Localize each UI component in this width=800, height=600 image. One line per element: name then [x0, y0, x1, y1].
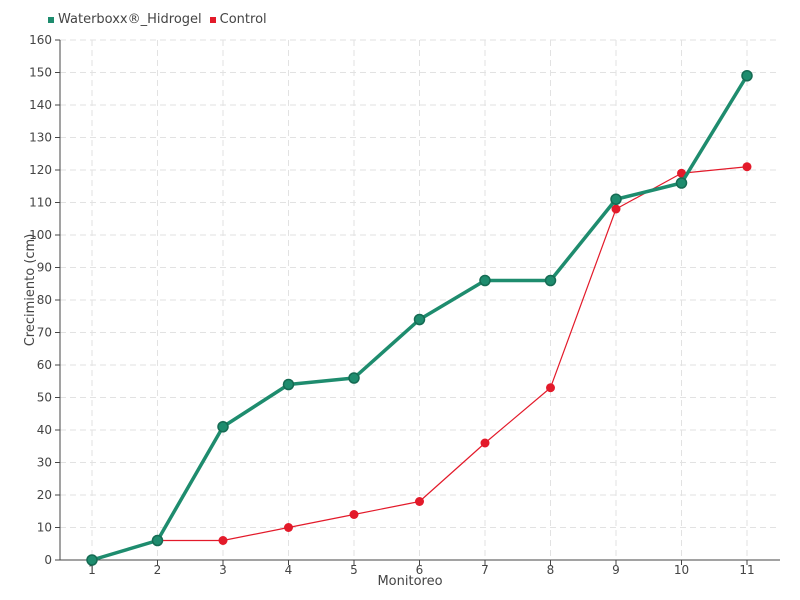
legend-swatch-series-1	[48, 16, 54, 23]
series-2-point-4[interactable]	[284, 523, 293, 532]
series-2-point-5[interactable]	[349, 510, 359, 519]
x-tick-label-0: 1	[88, 563, 96, 577]
y-tick-label-1: 10	[37, 521, 52, 535]
x-tick-label-9: 10	[674, 563, 689, 577]
y-tick-label-12: 120	[29, 163, 52, 177]
x-tick-label-2: 3	[219, 563, 227, 577]
series-2-point-8[interactable]	[546, 383, 555, 393]
chart-legend: Waterboxx®_Hidrogel Control	[48, 12, 267, 27]
y-tick-label-2: 20	[37, 488, 52, 502]
y-tick-label-15: 150	[29, 66, 52, 80]
y-tick-label-4: 40	[37, 423, 52, 437]
legend-label-series-2: Control	[219, 12, 267, 27]
series-2-point-9[interactable]	[611, 204, 621, 214]
y-tick-label-11: 110	[29, 196, 52, 210]
series-1-point-3[interactable]	[217, 421, 229, 433]
legend-label-series-1: Waterboxx®_Hidrogel	[58, 12, 202, 27]
series-2-point-11[interactable]	[742, 162, 752, 172]
series-1-point-11[interactable]	[741, 70, 753, 82]
y-tick-label-13: 130	[29, 131, 52, 145]
series-2-point-6[interactable]	[415, 497, 424, 506]
series-1-point-2[interactable]	[151, 534, 164, 547]
y-tick-label-10: 100	[29, 228, 52, 242]
y-tick-label-5: 50	[37, 391, 52, 405]
x-tick-label-4: 5	[350, 563, 358, 577]
y-tick-label-0: 0	[44, 553, 52, 567]
y-tick-label-6: 60	[37, 358, 52, 372]
series-1-point-5[interactable]	[348, 372, 360, 384]
y-tick-label-7: 70	[37, 326, 52, 340]
series-1-point-4[interactable]	[282, 378, 295, 391]
x-tick-label-3: 4	[285, 563, 293, 577]
x-tick-label-10: 11	[739, 563, 754, 577]
series-1-point-9[interactable]	[610, 193, 622, 205]
y-tick-label-9: 90	[37, 261, 52, 275]
legend-item-series-2[interactable]: Control	[209, 12, 267, 27]
x-tick-label-6: 7	[481, 563, 489, 577]
y-tick-label-8: 80	[37, 293, 52, 307]
y-tick-label-16: 160	[29, 33, 52, 47]
x-tick-label-7: 8	[547, 563, 555, 577]
x-tick-label-5: 6	[416, 563, 424, 577]
y-axis-title: Crecimiento (cm)	[23, 234, 38, 347]
series-1-point-10[interactable]	[675, 177, 688, 189]
series-1-point-6[interactable]	[413, 313, 426, 326]
series-2-point-7[interactable]	[480, 438, 490, 448]
legend-swatch-series-2	[209, 16, 216, 23]
series-1-point-8[interactable]	[544, 274, 557, 287]
x-tick-label-8: 9	[612, 563, 620, 577]
series-2-point-10[interactable]	[677, 168, 686, 178]
x-axis-title: Monitoreo	[377, 574, 442, 589]
y-tick-label-3: 30	[37, 456, 52, 470]
series-1-point-1[interactable]	[86, 554, 98, 566]
series-2-point-3[interactable]	[218, 536, 228, 545]
x-tick-label-1: 2	[154, 563, 162, 577]
y-tick-label-14: 140	[29, 98, 52, 112]
series-1-point-7[interactable]	[479, 274, 491, 287]
legend-item-series-1[interactable]: Waterboxx®_Hidrogel	[48, 12, 202, 27]
